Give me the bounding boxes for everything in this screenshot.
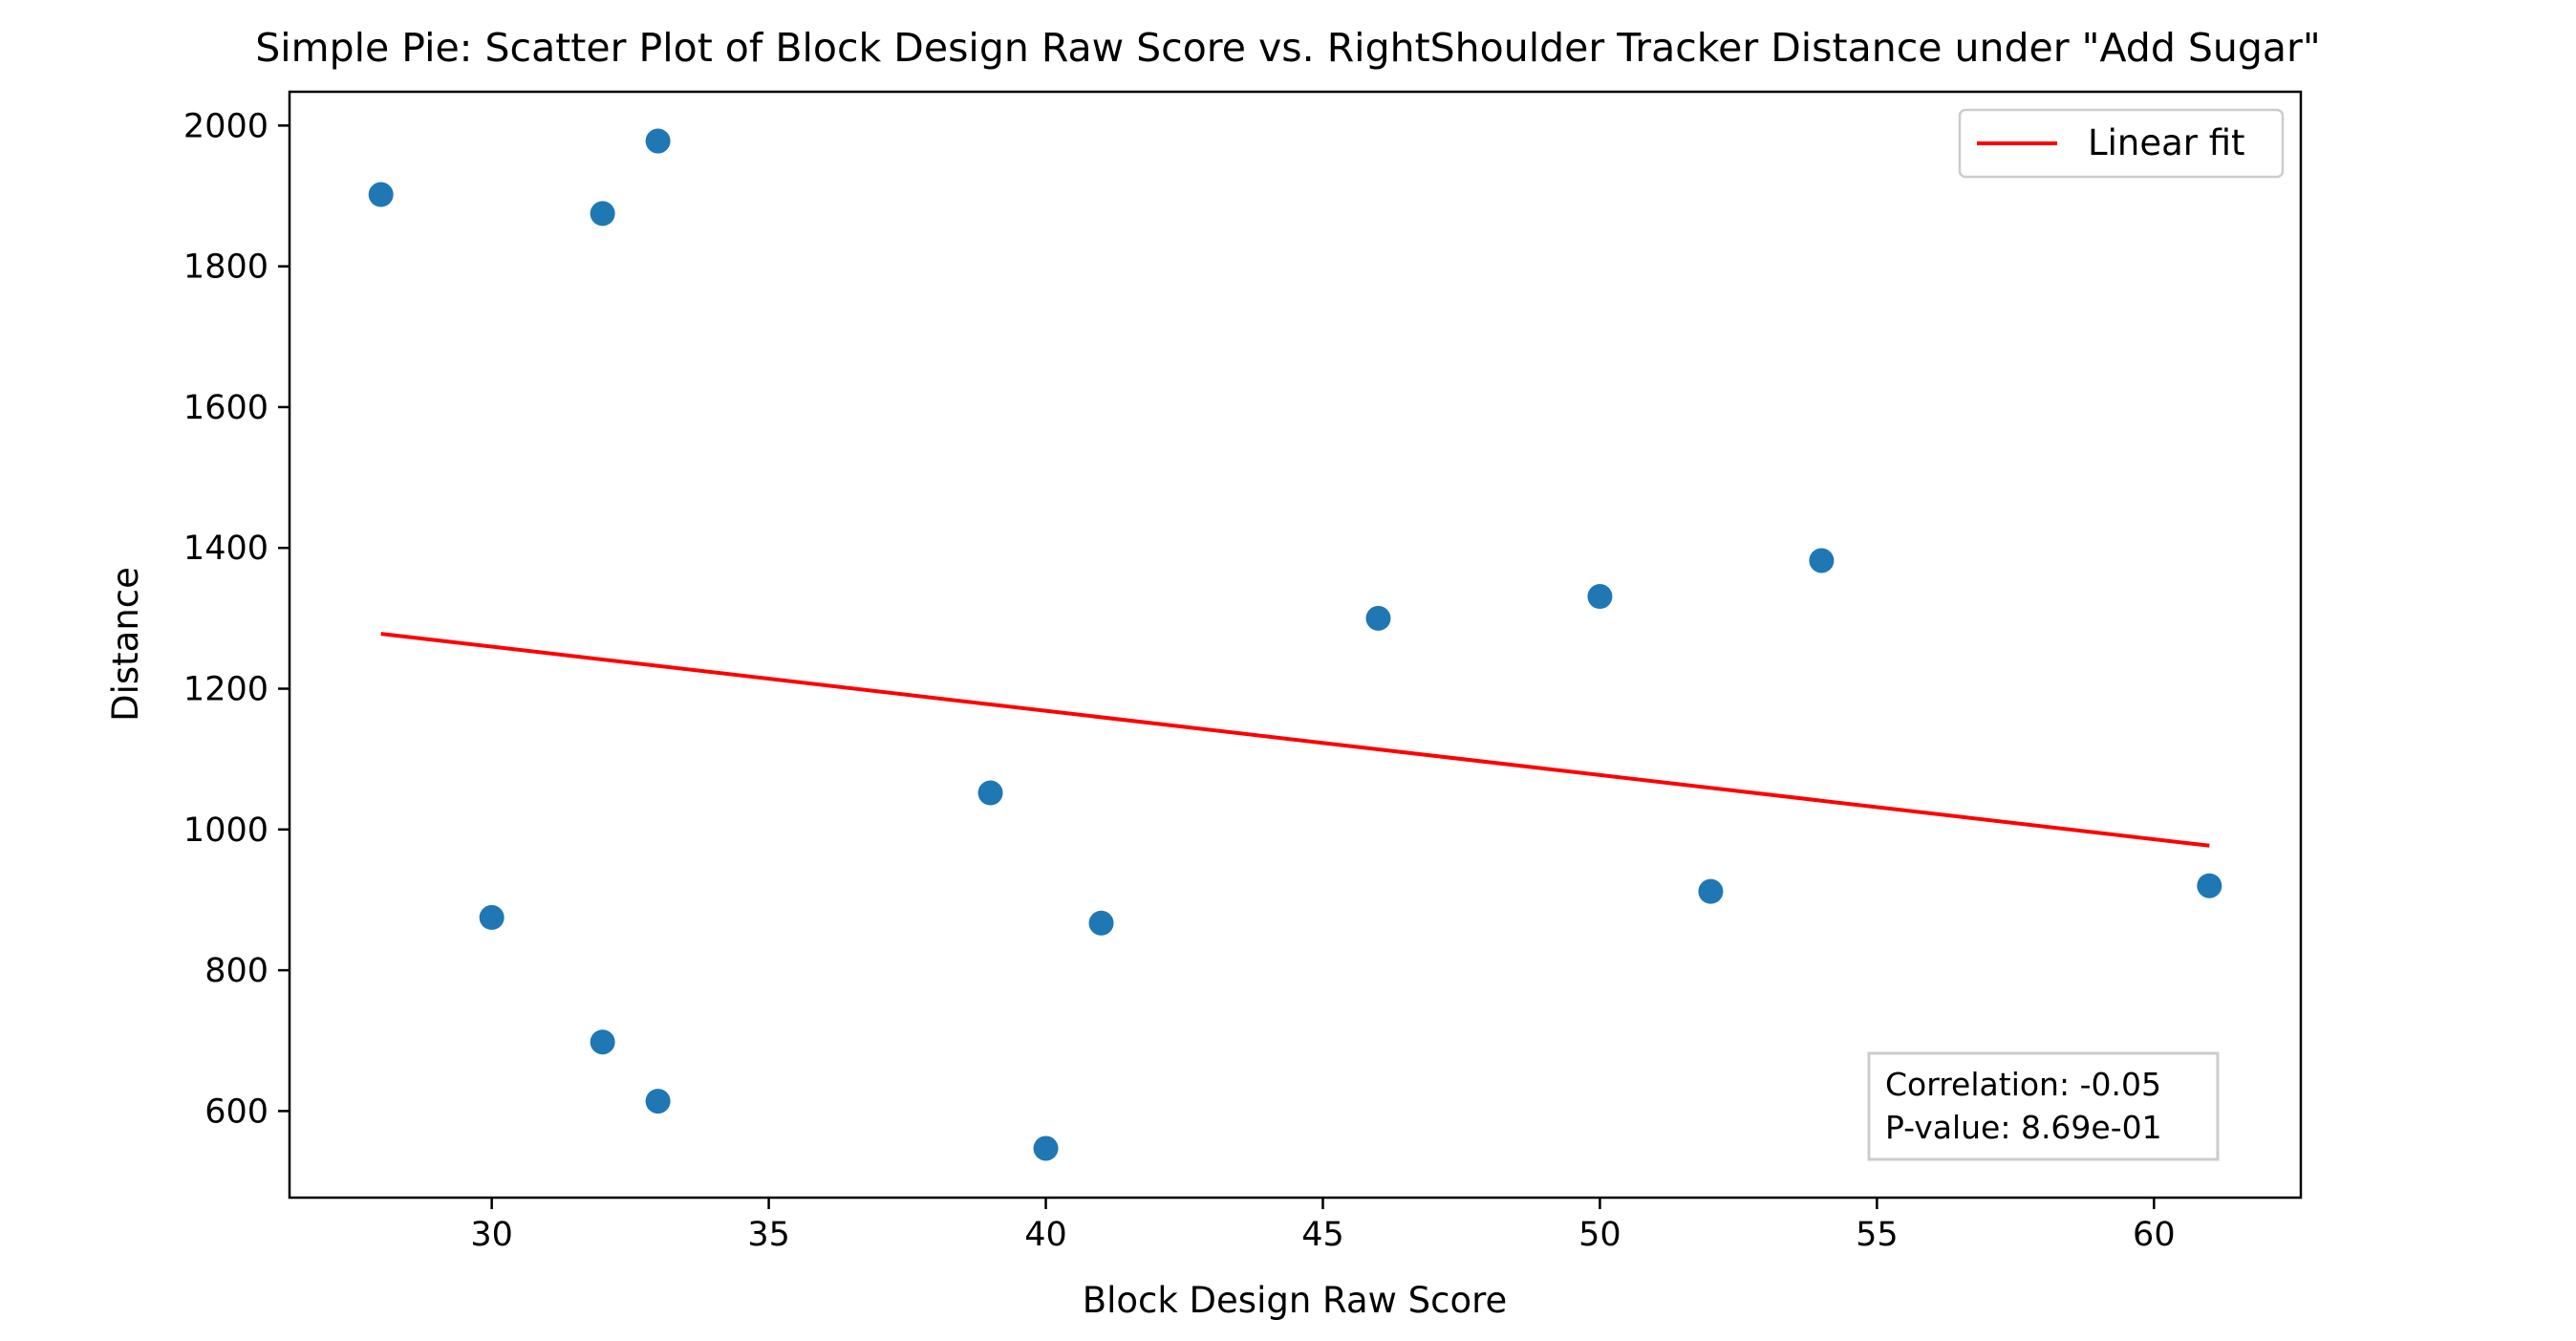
y-tick-label: 1800 — [183, 249, 268, 287]
y-tick-label: 1200 — [183, 671, 268, 709]
scatter-point — [1809, 548, 1835, 573]
scatter-point — [368, 182, 394, 207]
x-tick-label: 30 — [470, 1216, 513, 1254]
x-tick-label: 45 — [1301, 1216, 1344, 1254]
x-tick-label: 50 — [1578, 1216, 1621, 1254]
x-tick-label: 35 — [747, 1216, 790, 1254]
y-tick-label: 1600 — [183, 389, 268, 427]
x-tick-label: 60 — [2133, 1216, 2176, 1254]
x-tick-label: 40 — [1024, 1216, 1067, 1254]
fit-line-layer — [380, 632, 2210, 848]
scatter-point — [1033, 1136, 1059, 1161]
legend: Linear fit — [1958, 108, 2285, 179]
scatter-point — [590, 1029, 615, 1055]
x-axis-ticks: 30 35 40 45 50 55 60 — [470, 1198, 2176, 1254]
scatter-point — [977, 780, 1003, 806]
x-tick-label: 55 — [1856, 1216, 1899, 1254]
y-tick-label: 2000 — [183, 107, 268, 145]
stats-pvalue: P-value: 8.69e-01 — [1885, 1109, 2162, 1146]
y-tick-label: 1400 — [183, 530, 268, 568]
y-axis-ticks: 600 800 1000 1200 1400 1600 1800 2000 — [183, 107, 290, 1131]
y-axis-label: Distance — [105, 567, 146, 722]
scatter-point — [645, 1089, 671, 1114]
scatter-point — [1365, 605, 1391, 631]
stats-box-frame — [1867, 1051, 2220, 1161]
scatter-point — [1698, 878, 1724, 904]
plot-area — [288, 90, 2303, 1200]
scatter-point — [1587, 584, 1613, 610]
legend-fit-label: Linear fit — [2088, 122, 2245, 163]
plot-frame — [288, 90, 2303, 1200]
scatter-point — [1088, 910, 1114, 936]
legend-box — [1958, 108, 2285, 179]
scatter-point — [645, 128, 671, 154]
stats-correlation: Correlation: -0.05 — [1885, 1066, 2161, 1103]
x-axis-label: Block Design Raw Score — [1083, 1280, 1508, 1321]
y-tick-label: 600 — [204, 1092, 268, 1131]
points-layer — [368, 128, 2222, 1161]
chart-title: Simple Pie: Scatter Plot of Block Design… — [255, 25, 2321, 71]
scatter-point — [479, 904, 504, 930]
linear-fit-line — [380, 632, 2210, 848]
scatter-point — [590, 201, 615, 227]
y-tick-label: 1000 — [183, 811, 268, 850]
stats-box: Correlation: -0.05 P-value: 8.69e-01 — [1867, 1051, 2220, 1161]
y-tick-label: 800 — [204, 952, 268, 990]
scatter-point — [2197, 873, 2222, 898]
